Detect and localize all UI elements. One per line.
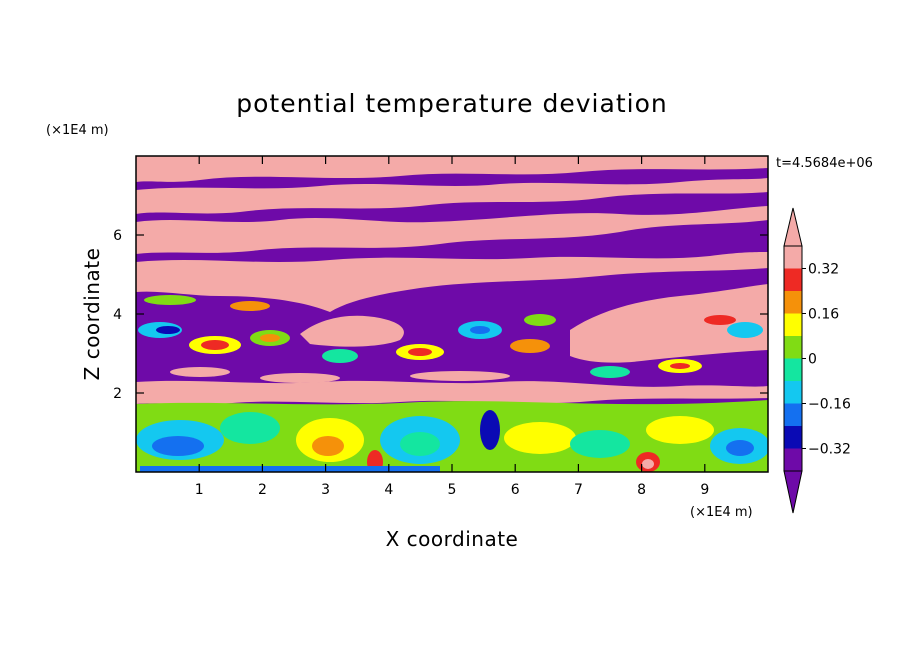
- colorbar-level: [784, 268, 802, 291]
- colorbar-level: [784, 358, 802, 381]
- pink-band-2: [136, 178, 768, 214]
- pink-band-4: [136, 252, 768, 312]
- pink-band-1: [136, 156, 768, 182]
- colorbar-level: [784, 448, 802, 471]
- pink-strip-low: [136, 380, 768, 405]
- colorbar-level: [784, 336, 802, 359]
- y-tick-label: 4: [113, 307, 122, 323]
- y-tick-label: 2: [113, 386, 122, 402]
- colorbar-label: 0: [808, 352, 817, 368]
- pink-band-3: [136, 206, 768, 254]
- colorbar-level: [784, 381, 802, 404]
- colorbar-level: [784, 313, 802, 336]
- colorbar-label: 0.16: [808, 307, 839, 323]
- x-axis-label: X coordinate: [386, 527, 519, 551]
- colorbar-level: [784, 291, 802, 314]
- x-tick-label: 3: [321, 482, 330, 498]
- y-tick-label: 6: [113, 228, 122, 244]
- x-tick-label: 8: [637, 482, 646, 498]
- convective-cells: [136, 410, 768, 472]
- y-axis-ticks: 2 4 6: [113, 228, 768, 402]
- colorbar-extend-max: [783, 207, 803, 247]
- y-axis-label: Z coordinate: [80, 248, 104, 381]
- time-label: t=4.5684e+06: [776, 156, 873, 171]
- x-axis-ticks: 1 2 3 4 5 6 7 8 9: [195, 156, 709, 498]
- x-axis-unit: (×1E4 m): [690, 505, 753, 520]
- x-tick-label: 7: [574, 482, 583, 498]
- x-tick-label: 9: [700, 482, 709, 498]
- chart-title: potential temperature deviation: [236, 89, 667, 118]
- x-tick-label: 6: [511, 482, 520, 498]
- colorbar-level: [784, 246, 802, 269]
- x-tick-label: 1: [195, 482, 204, 498]
- pink-band-5: [570, 284, 768, 363]
- colorbar-level: [784, 426, 802, 449]
- pink-band-6: [300, 315, 404, 347]
- colorbar-level: [784, 403, 802, 426]
- eddy-spots: [138, 295, 763, 383]
- colorbar-label: −0.16: [808, 397, 851, 413]
- colorbar-label: 0.32: [808, 262, 839, 278]
- colorbar-extend-min: [783, 470, 803, 514]
- x-tick-label: 2: [258, 482, 267, 498]
- colorbar: 0.32 0.16 0 −0.16 −0.32: [783, 207, 851, 514]
- contour-field: [136, 156, 768, 472]
- x-tick-label: 5: [448, 482, 457, 498]
- colorbar-label: −0.32: [808, 442, 851, 458]
- y-axis-unit: (×1E4 m): [46, 123, 109, 138]
- x-tick-label: 4: [384, 482, 393, 498]
